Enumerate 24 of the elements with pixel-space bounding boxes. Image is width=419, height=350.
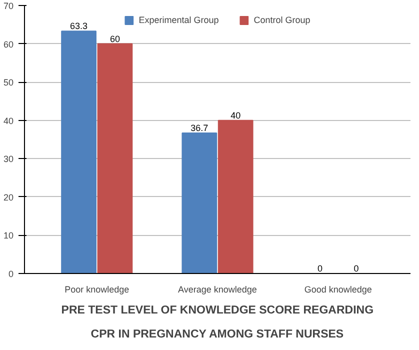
bar <box>218 120 254 274</box>
x-tick-label: Poor knowledge <box>64 284 130 294</box>
data-label: 40 <box>230 110 241 120</box>
bar <box>61 30 96 274</box>
y-tick-label: 70 <box>3 1 14 11</box>
y-tick-label: 60 <box>3 39 14 50</box>
bar <box>97 43 133 274</box>
data-label: 0 <box>318 264 323 274</box>
data-label: 60 <box>110 34 120 44</box>
legend-label: Experimental Group <box>138 15 219 25</box>
bar <box>182 132 218 274</box>
y-tick-label: 0 <box>8 269 14 279</box>
y-tick-label: 20 <box>3 192 14 202</box>
y-tick-label: 50 <box>3 78 14 88</box>
legend-label: Control Group <box>254 15 310 25</box>
y-tick-label: 30 <box>3 154 14 164</box>
y-tick-label: 10 <box>3 230 14 241</box>
text: PRE TEST LEVEL OF KNOWLEDGE SCORE REGARDING CPR IN PREGNANCY AMONG STAFF NURSES <box>61 304 374 340</box>
y-tick-label: 40 <box>3 116 14 126</box>
data-label: 0 <box>354 264 359 274</box>
x-tick-label: Good knowledge <box>304 284 372 294</box>
data-label: 36.7 <box>190 122 208 133</box>
x-tick-label: Average knowledge <box>178 284 257 294</box>
data-label: 63.3 <box>70 21 88 32</box>
